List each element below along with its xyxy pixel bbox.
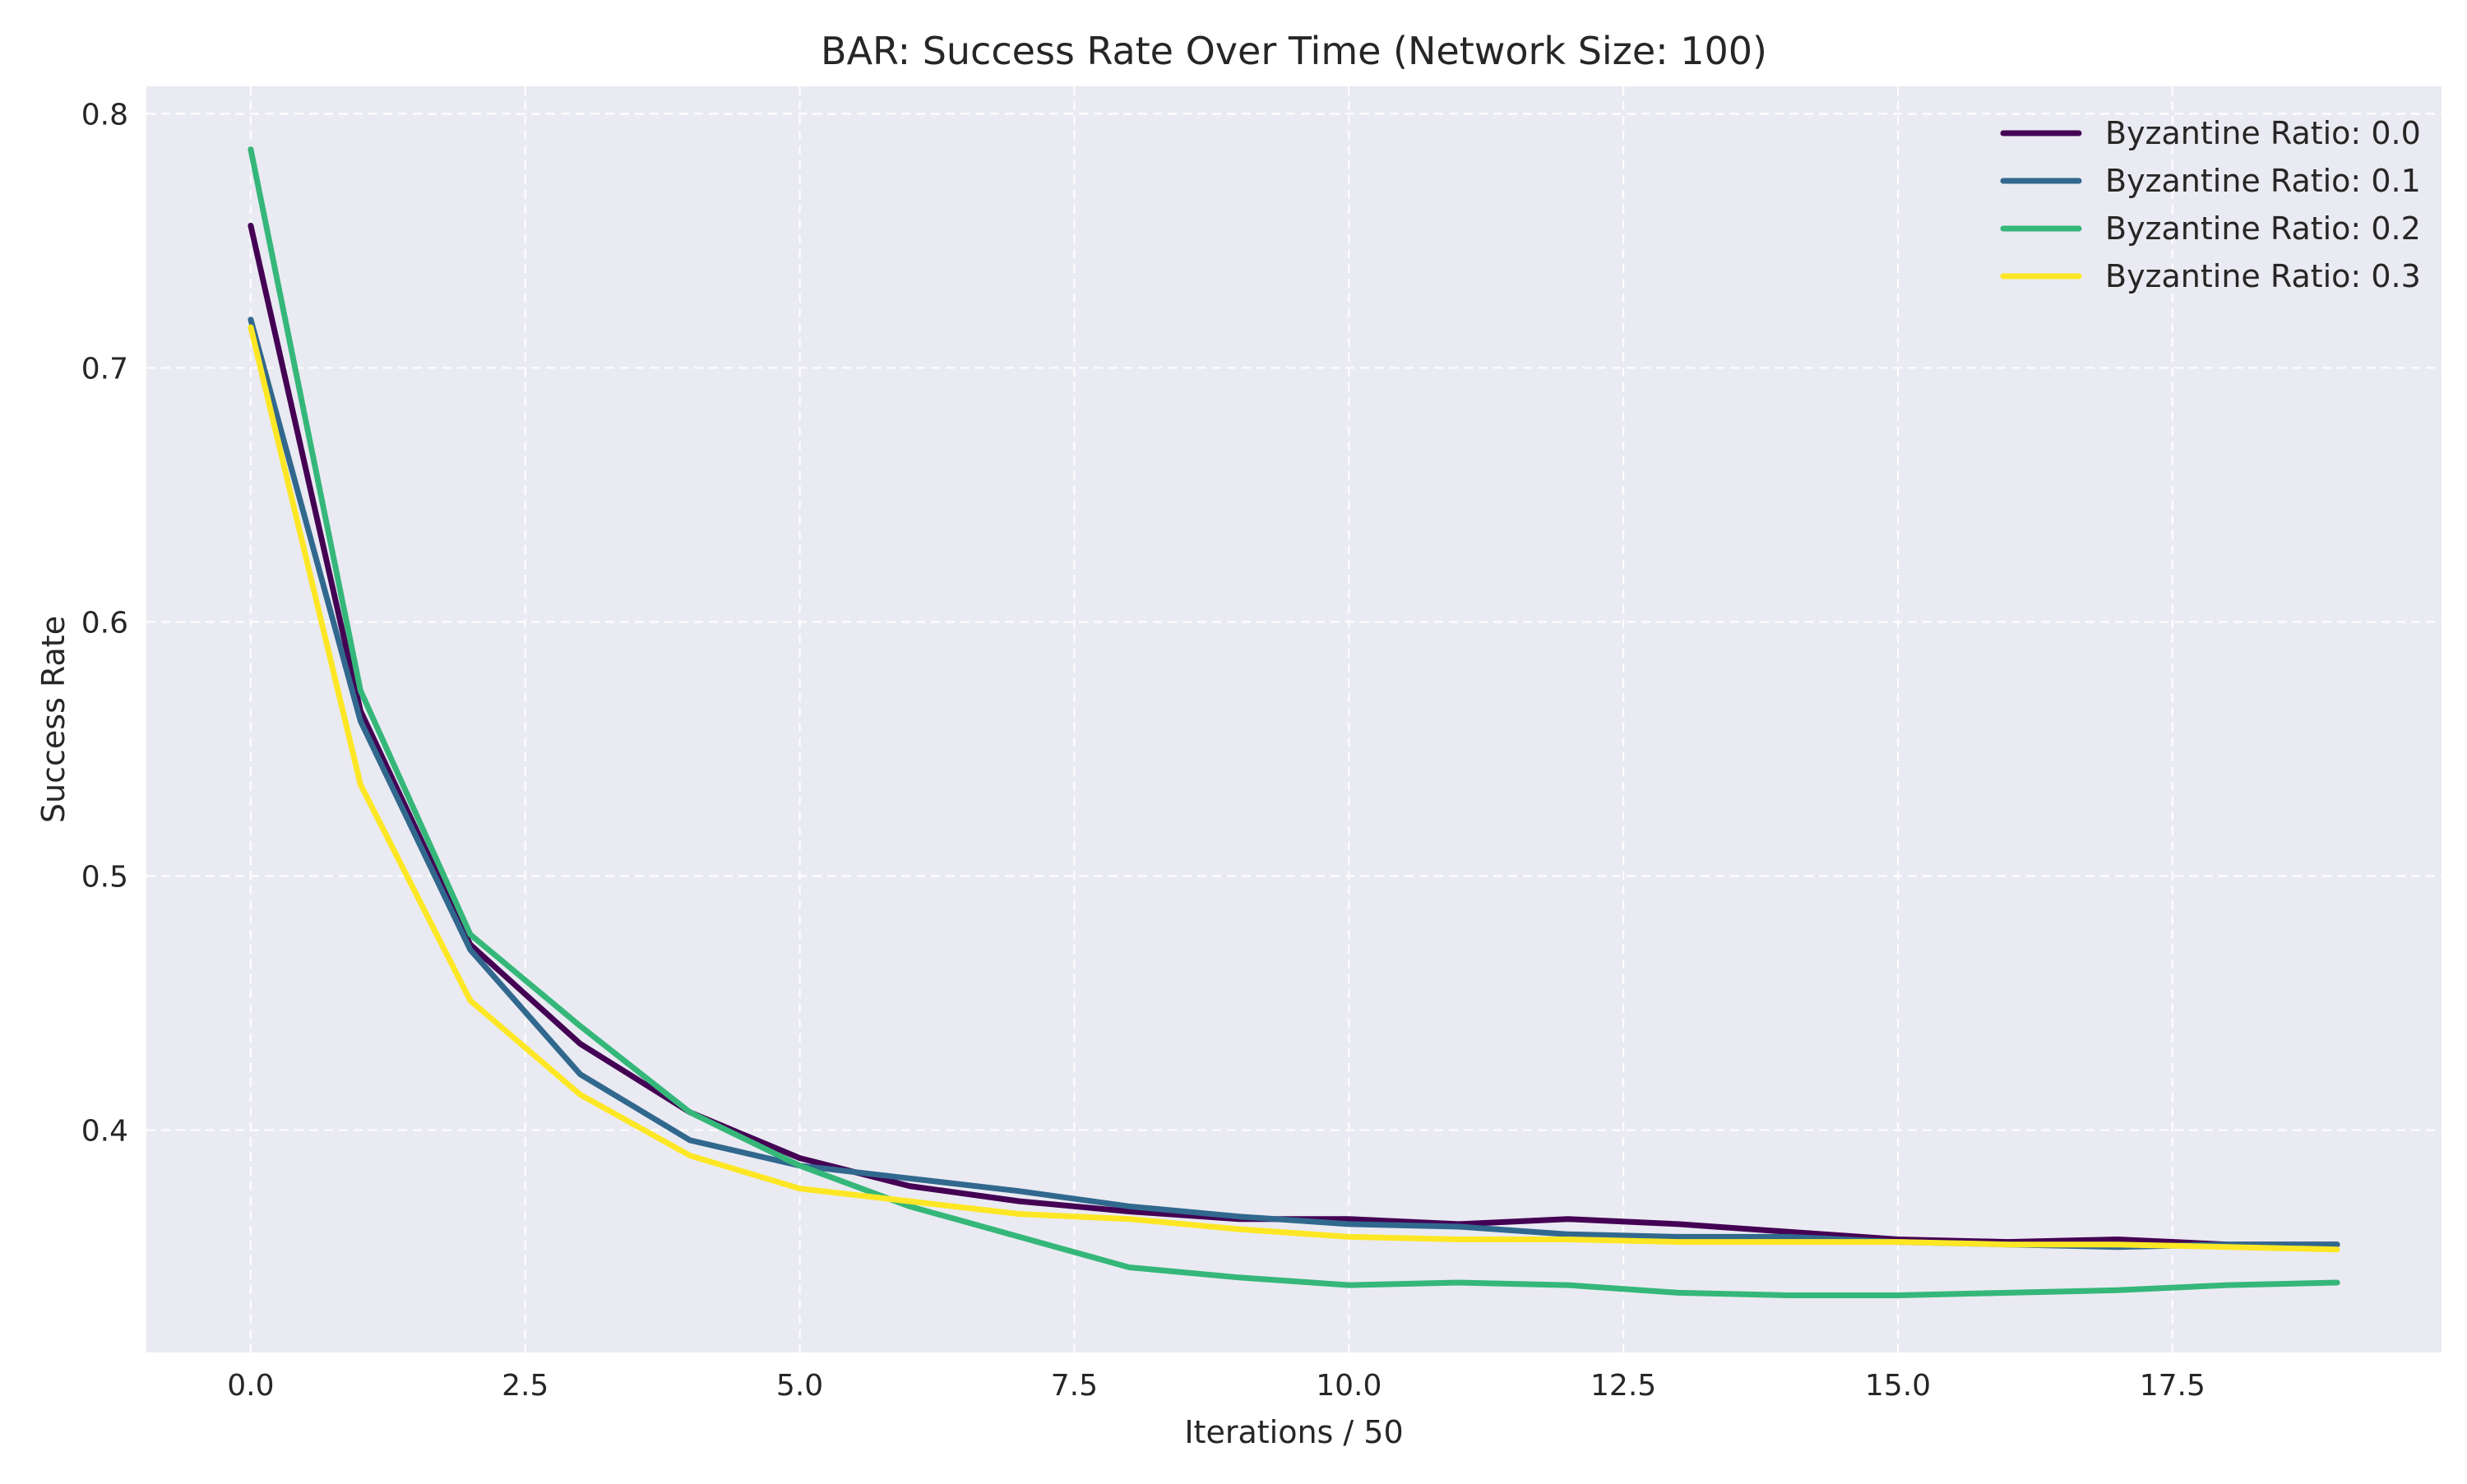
y-tick-label: 0.8 bbox=[81, 98, 128, 132]
x-axis-label: Iterations / 50 bbox=[1184, 1414, 1403, 1450]
x-tick-label: 2.5 bbox=[502, 1369, 548, 1403]
series-line-3 bbox=[248, 324, 2340, 1253]
x-tick-label: 17.5 bbox=[2140, 1369, 2205, 1403]
series-layer bbox=[248, 146, 2340, 1298]
y-tick-label: 0.7 bbox=[81, 352, 128, 386]
legend-label: Byzantine Ratio: 0.1 bbox=[2105, 163, 2421, 199]
x-tick-label: 5.0 bbox=[776, 1369, 823, 1403]
series-line-2 bbox=[248, 146, 2340, 1298]
y-tick-label: 0.4 bbox=[81, 1115, 128, 1149]
legend-label: Byzantine Ratio: 0.2 bbox=[2105, 210, 2421, 247]
legend-label: Byzantine Ratio: 0.0 bbox=[2105, 115, 2421, 151]
legend: Byzantine Ratio: 0.0 Byzantine Ratio: 0.1… bbox=[2000, 115, 2421, 294]
x-tick-labels: 0.0 2.5 5.0 7.5 10.0 12.5 15.0 17.5 bbox=[227, 1369, 2205, 1403]
plot-area bbox=[146, 86, 2442, 1352]
y-gridlines bbox=[146, 113, 2442, 1131]
x-tick-label: 7.5 bbox=[1051, 1369, 1098, 1403]
x-tick-label: 10.0 bbox=[1316, 1369, 1382, 1403]
x-tick-label: 15.0 bbox=[1865, 1369, 1931, 1403]
legend-label: Byzantine Ratio: 0.3 bbox=[2105, 258, 2421, 294]
y-tick-label: 0.5 bbox=[81, 861, 128, 895]
y-tick-labels: 0.4 0.5 0.6 0.7 0.8 bbox=[81, 98, 128, 1148]
x-gridlines bbox=[249, 86, 2173, 1352]
y-axis-label: Success Rate bbox=[35, 616, 72, 823]
y-tick-label: 0.6 bbox=[81, 606, 128, 640]
x-tick-label: 12.5 bbox=[1590, 1369, 1656, 1403]
chart-title: BAR: Success Rate Over Time (Network Siz… bbox=[821, 29, 1767, 73]
x-tick-label: 0.0 bbox=[227, 1369, 274, 1403]
